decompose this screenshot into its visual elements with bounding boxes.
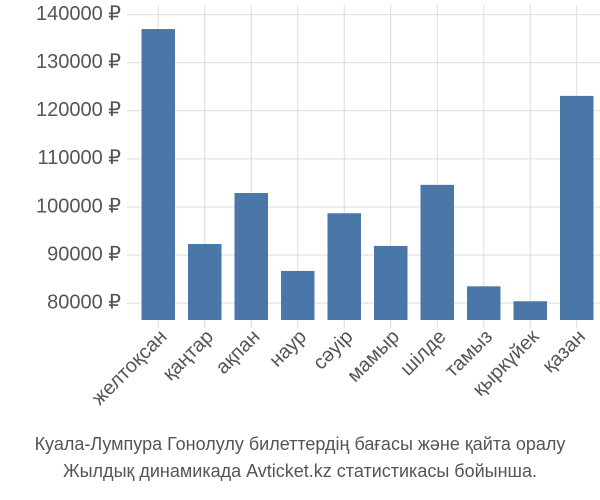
- x-tick-label: желтоқсан: [88, 326, 172, 410]
- x-tick-label: ақпан: [212, 326, 265, 379]
- x-tick-label: мамыр: [343, 326, 404, 387]
- bar: [234, 193, 268, 320]
- y-tick-label: 130000 ₽: [36, 51, 121, 73]
- bar: [141, 29, 175, 320]
- bar: [281, 270, 315, 320]
- bar: [327, 213, 361, 320]
- caption: Куала-Лумпура Гонолулу билеттердің бағас…: [35, 434, 566, 454]
- bar: [467, 286, 501, 320]
- bar: [420, 184, 454, 320]
- x-tick-label: қаңтар: [159, 326, 218, 385]
- bar: [374, 245, 408, 320]
- x-tick-label: шілде: [396, 326, 450, 380]
- bar: [513, 301, 547, 320]
- bar: [188, 244, 222, 320]
- y-tick-label: 80000 ₽: [47, 291, 121, 313]
- y-tick-label: 120000 ₽: [36, 99, 121, 121]
- y-tick-label: 90000 ₽: [47, 243, 121, 265]
- y-tick-label: 140000 ₽: [36, 3, 121, 25]
- x-tick-label: қазан: [538, 326, 590, 378]
- y-tick-label: 100000 ₽: [36, 195, 121, 217]
- y-tick-label: 110000 ₽: [37, 147, 121, 169]
- bar: [560, 95, 594, 320]
- x-tick-label: наур: [265, 326, 311, 372]
- caption: Жылдық динамикада Avticket.kz статистика…: [63, 461, 537, 481]
